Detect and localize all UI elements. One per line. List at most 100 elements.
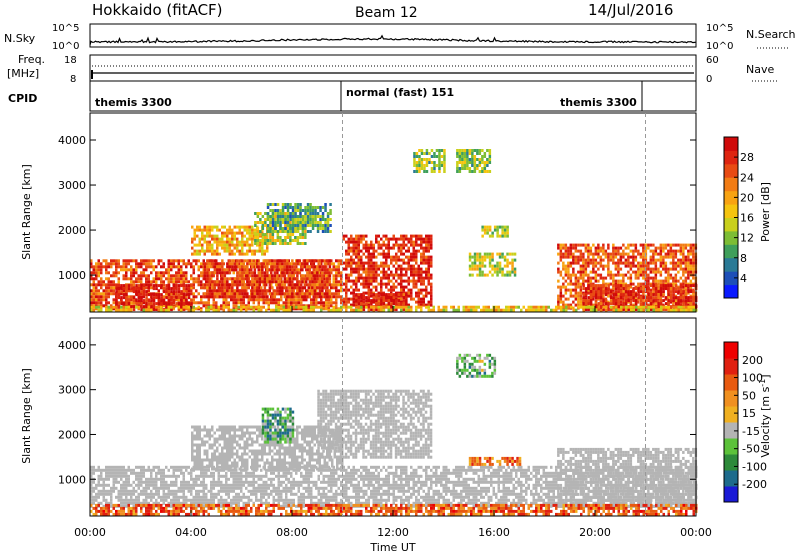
heatmap-cell	[644, 290, 648, 294]
heatmap-cell	[318, 277, 322, 281]
heatmap-cell	[425, 249, 428, 253]
heatmap-cell	[612, 249, 615, 253]
heatmap-cell	[559, 255, 563, 259]
heatmap-cell	[273, 271, 277, 275]
heatmap-cell	[513, 258, 517, 262]
heatmap-cell	[198, 228, 201, 232]
heatmap-cell	[326, 289, 329, 293]
heatmap-cell	[629, 249, 633, 253]
heatmap-cell	[397, 273, 400, 277]
heatmap-cell	[417, 297, 420, 301]
heatmap-cell	[216, 246, 219, 250]
heatmap-cell	[251, 237, 254, 241]
heatmap-cell	[313, 274, 317, 278]
heatmap-cell	[187, 305, 190, 309]
heatmap-cell	[262, 295, 265, 299]
heatmap-cell	[277, 305, 280, 309]
heatmap-cell	[370, 308, 373, 312]
nsky-tick-top-left: 10^5	[52, 23, 79, 34]
heatmap-cell	[433, 152, 436, 155]
heatmap-cell	[672, 276, 675, 280]
heatmap-cell	[392, 255, 395, 259]
heatmap-cell	[177, 280, 180, 284]
heatmap-cell	[145, 290, 148, 294]
heatmap-cell	[212, 274, 215, 278]
heatmap-cell	[192, 308, 195, 312]
heatmap-cell	[278, 259, 282, 263]
heatmap-cell	[243, 234, 246, 238]
heatmap-cell	[221, 274, 224, 278]
heatmap-cell	[468, 158, 472, 161]
heatmap-cell	[115, 284, 118, 288]
heatmap-cell	[496, 231, 499, 235]
heatmap-cell	[246, 252, 249, 256]
heatmap-cell	[599, 273, 603, 277]
heatmap-cell	[218, 262, 222, 266]
heatmap-cell	[372, 285, 375, 289]
heatmap-cell	[321, 280, 324, 284]
heatmap-cell	[276, 268, 279, 272]
heatmap-cell	[313, 283, 317, 287]
heatmap-cell	[140, 287, 143, 291]
heatmap-cell	[483, 152, 487, 155]
heatmap-cell	[569, 243, 573, 247]
heatmap-cell	[309, 221, 312, 224]
heatmap-cell	[470, 305, 473, 309]
heatmap-cell	[410, 291, 413, 295]
heatmap-cell	[483, 170, 487, 173]
heatmap-cell	[316, 215, 320, 218]
heatmap-cell	[417, 288, 420, 292]
heatmap-cell	[269, 239, 272, 242]
heatmap-cell	[652, 284, 655, 288]
heatmap-cell	[137, 296, 141, 300]
heatmap-cell	[330, 292, 333, 296]
heatmap-cell	[195, 295, 198, 299]
heatmap-cell	[672, 282, 675, 286]
heatmap-cell	[649, 261, 653, 265]
heatmap-cell	[236, 280, 239, 284]
heatmap-cell	[657, 267, 660, 271]
heatmap-cell	[370, 302, 373, 306]
heatmap-cell	[340, 262, 343, 266]
heatmap-cell	[562, 267, 565, 271]
heatmap-cell	[486, 164, 489, 167]
heatmap-cell	[435, 155, 439, 158]
heatmap-cell	[362, 300, 365, 304]
heatmap-cell	[397, 237, 400, 241]
heatmap-cell	[609, 258, 613, 262]
heatmap-cell	[362, 308, 366, 312]
heatmap-cell	[410, 297, 413, 301]
heatmap-cell	[185, 265, 188, 269]
heatmap-cell	[604, 287, 608, 291]
heatmap-cell	[557, 243, 560, 247]
heatmap-cell	[422, 246, 425, 250]
heatmap-cell	[264, 236, 267, 239]
heatmap-cell	[177, 265, 180, 269]
heatmap-cell	[682, 279, 685, 283]
heatmap-cell	[427, 249, 430, 253]
heatmap-cell	[355, 267, 358, 271]
heatmap-cell	[629, 279, 633, 283]
heatmap-cell	[370, 276, 373, 280]
heatmap-cell	[132, 271, 135, 275]
heatmap-cell	[293, 286, 297, 290]
heatmap-cell	[276, 203, 280, 206]
heatmap-cell	[597, 252, 600, 256]
heatmap-cell	[375, 234, 378, 238]
heatmap-cell	[301, 286, 304, 290]
heatmap-cell	[679, 258, 683, 262]
heatmap-cell	[582, 302, 585, 306]
heatmap-cell	[669, 290, 673, 294]
heatmap-cell	[347, 276, 350, 280]
heatmap-cell	[476, 252, 479, 256]
heatmap-cell	[270, 308, 273, 312]
heatmap-cell	[639, 282, 643, 286]
heatmap-cell	[271, 268, 274, 272]
heatmap-cell	[120, 287, 123, 291]
heatmap-cell	[245, 308, 248, 312]
heatmap-cell	[315, 289, 318, 293]
heatmap-cell	[152, 296, 156, 300]
heatmap-cell	[440, 308, 443, 312]
heatmap-cell	[644, 296, 648, 300]
